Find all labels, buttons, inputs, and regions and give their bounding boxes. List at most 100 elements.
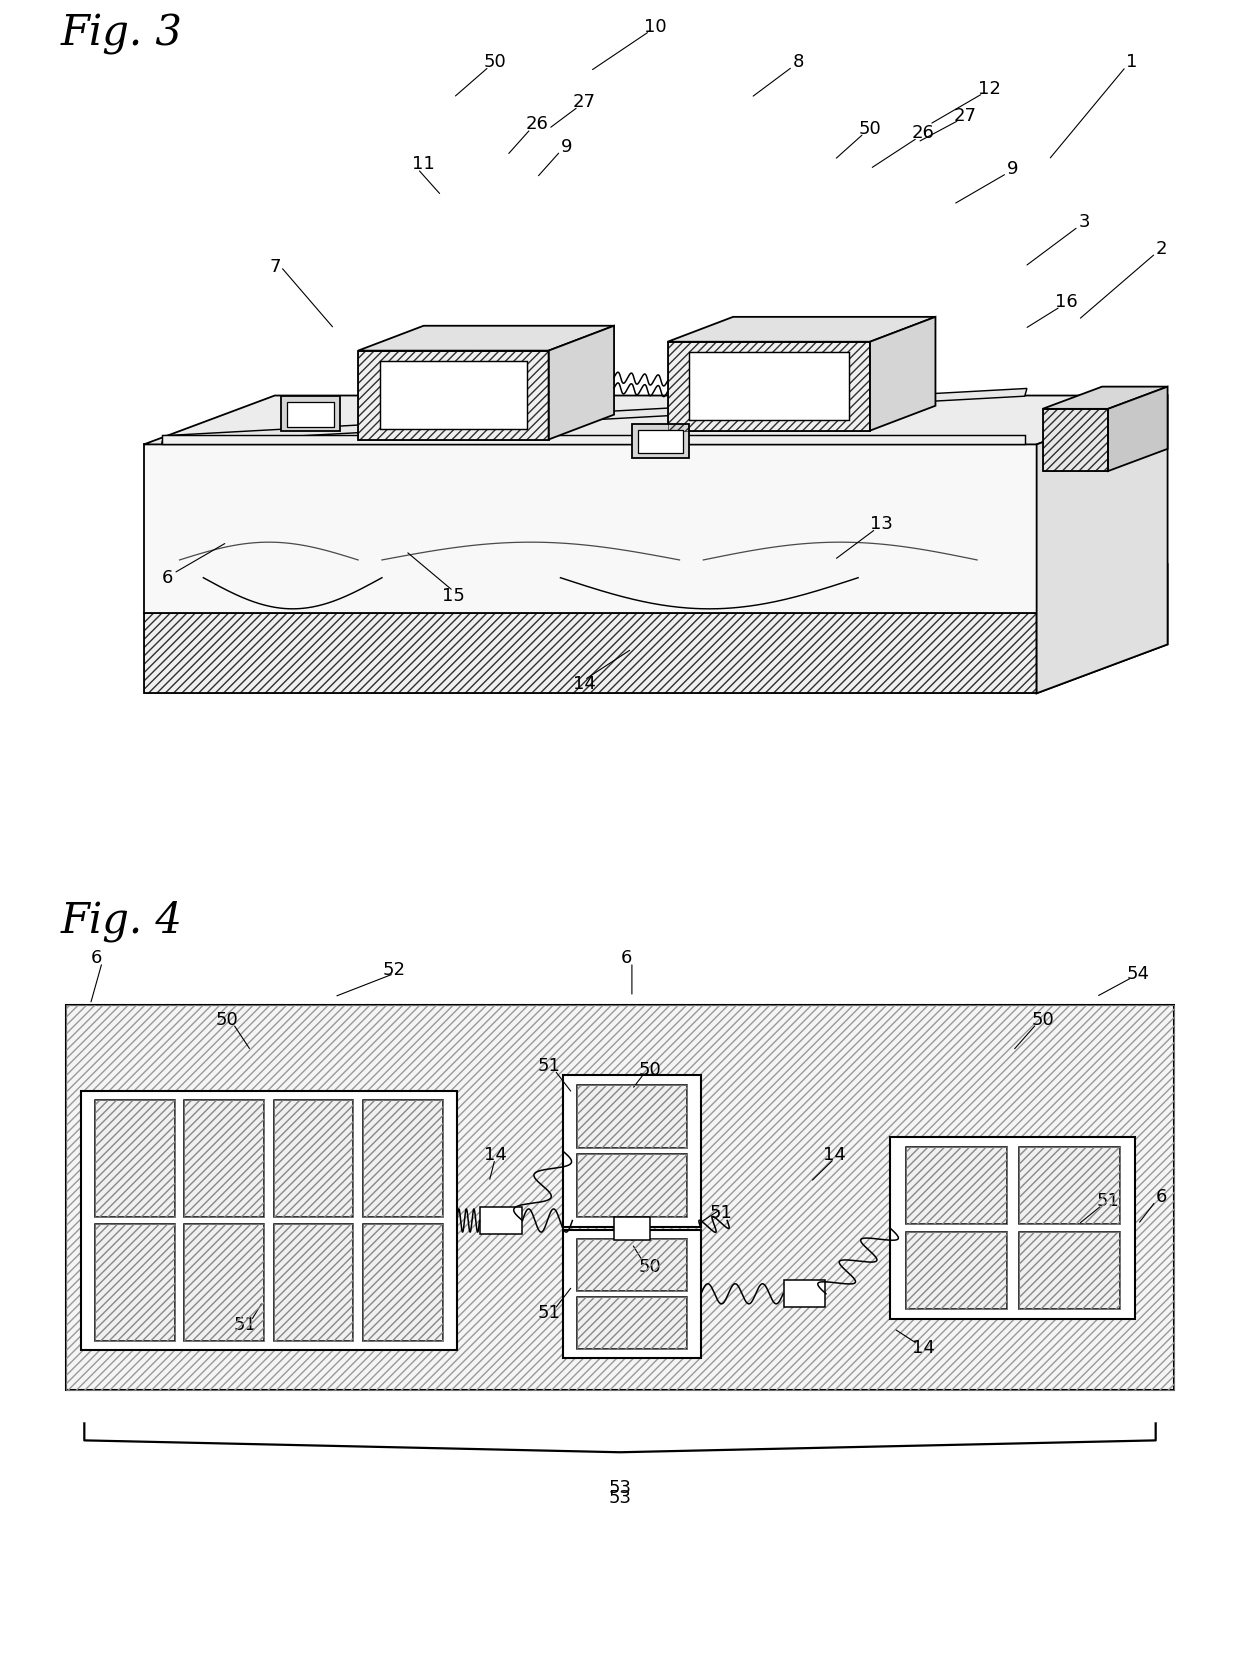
- Bar: [577, 1239, 687, 1291]
- Text: 9: 9: [1007, 159, 1018, 178]
- Polygon shape: [1109, 387, 1168, 471]
- Bar: [905, 1233, 1007, 1310]
- Bar: [363, 1100, 443, 1218]
- Bar: [905, 1147, 1007, 1224]
- Bar: [689, 352, 848, 419]
- Text: 10: 10: [645, 18, 667, 35]
- Polygon shape: [144, 614, 1037, 693]
- Bar: [480, 1207, 522, 1234]
- Text: 53: 53: [609, 1479, 631, 1498]
- Text: 1: 1: [1126, 54, 1137, 70]
- Bar: [563, 1229, 701, 1358]
- Bar: [577, 1154, 687, 1218]
- Text: Fig. 4: Fig. 4: [61, 901, 182, 942]
- Text: 50: 50: [1032, 1011, 1054, 1030]
- Polygon shape: [870, 317, 935, 431]
- Text: 51: 51: [537, 1057, 560, 1075]
- Bar: [185, 1224, 264, 1342]
- Polygon shape: [1037, 396, 1168, 693]
- Bar: [67, 1005, 1173, 1390]
- Polygon shape: [667, 342, 870, 431]
- Text: 14: 14: [913, 1338, 935, 1357]
- Bar: [784, 1280, 826, 1308]
- Text: Fig. 3: Fig. 3: [61, 13, 182, 55]
- Bar: [95, 1100, 175, 1218]
- Text: 26: 26: [526, 116, 548, 134]
- Text: 7: 7: [269, 258, 280, 275]
- Bar: [577, 1296, 687, 1348]
- Text: 52: 52: [382, 961, 405, 979]
- Text: 53: 53: [609, 1489, 631, 1508]
- Bar: [1019, 1233, 1120, 1310]
- Bar: [185, 1224, 264, 1342]
- Text: 54: 54: [1126, 964, 1149, 983]
- Polygon shape: [1037, 565, 1168, 693]
- Text: 13: 13: [870, 515, 893, 533]
- Bar: [614, 1218, 650, 1239]
- Text: 6: 6: [1156, 1189, 1167, 1206]
- Bar: [379, 361, 527, 429]
- Bar: [185, 1100, 264, 1218]
- Text: 12: 12: [977, 80, 1001, 97]
- Text: 51: 51: [537, 1305, 560, 1321]
- Bar: [890, 1137, 1136, 1320]
- Bar: [905, 1233, 1007, 1310]
- Polygon shape: [144, 444, 1037, 614]
- Text: 11: 11: [412, 156, 435, 173]
- Text: 51: 51: [709, 1204, 733, 1223]
- Text: 6: 6: [620, 949, 631, 968]
- Text: 8: 8: [792, 54, 805, 70]
- Text: 27: 27: [954, 107, 977, 124]
- Bar: [563, 1075, 701, 1226]
- Bar: [577, 1239, 687, 1291]
- Bar: [81, 1092, 456, 1350]
- Text: 14: 14: [484, 1145, 506, 1164]
- Text: 50: 50: [639, 1062, 661, 1078]
- Polygon shape: [161, 389, 1027, 443]
- Bar: [1019, 1147, 1120, 1224]
- Text: 50: 50: [484, 54, 506, 70]
- Polygon shape: [358, 350, 548, 439]
- Bar: [363, 1100, 443, 1218]
- Polygon shape: [667, 317, 935, 342]
- Text: 15: 15: [441, 587, 465, 604]
- Text: 16: 16: [1055, 293, 1078, 312]
- Bar: [95, 1224, 175, 1342]
- Polygon shape: [161, 434, 1024, 444]
- Bar: [274, 1224, 353, 1342]
- Bar: [363, 1224, 443, 1342]
- Polygon shape: [358, 325, 614, 350]
- Bar: [637, 431, 683, 453]
- Text: 14: 14: [823, 1145, 846, 1164]
- Bar: [577, 1154, 687, 1218]
- Bar: [95, 1100, 175, 1218]
- Bar: [274, 1100, 353, 1218]
- Polygon shape: [1043, 387, 1168, 409]
- Bar: [905, 1147, 1007, 1224]
- Bar: [577, 1296, 687, 1348]
- Bar: [95, 1224, 175, 1342]
- Polygon shape: [1043, 409, 1109, 471]
- Text: 51: 51: [233, 1316, 257, 1333]
- Text: 26: 26: [913, 124, 935, 143]
- Bar: [185, 1100, 264, 1218]
- Bar: [274, 1224, 353, 1342]
- Bar: [577, 1085, 687, 1149]
- Text: 3: 3: [1079, 213, 1090, 231]
- Text: 14: 14: [573, 676, 595, 693]
- Text: 2: 2: [1156, 240, 1167, 258]
- Text: 51: 51: [1096, 1192, 1120, 1211]
- Bar: [1019, 1147, 1120, 1224]
- Text: 50: 50: [216, 1011, 238, 1030]
- Text: 6: 6: [91, 949, 102, 968]
- Text: 6: 6: [162, 569, 174, 587]
- Bar: [632, 424, 689, 458]
- Text: 27: 27: [573, 94, 595, 111]
- Bar: [1019, 1233, 1120, 1310]
- Bar: [274, 1100, 353, 1218]
- Bar: [67, 1005, 1173, 1390]
- Polygon shape: [144, 396, 1168, 444]
- Bar: [577, 1085, 687, 1149]
- Bar: [280, 396, 340, 431]
- Bar: [363, 1224, 443, 1342]
